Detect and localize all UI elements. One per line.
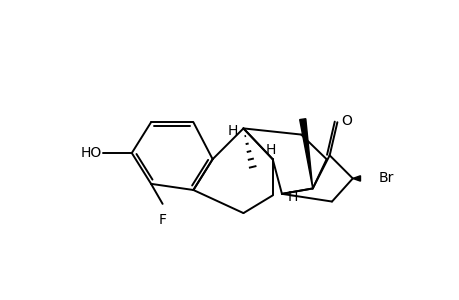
Polygon shape [299, 119, 312, 188]
Text: HO: HO [80, 146, 101, 160]
Text: O: O [341, 114, 351, 128]
Text: F: F [158, 213, 166, 227]
Text: H: H [265, 143, 276, 157]
Text: H: H [227, 124, 237, 139]
Text: Br: Br [377, 172, 393, 185]
Text: H: H [287, 190, 297, 204]
Polygon shape [352, 176, 360, 181]
